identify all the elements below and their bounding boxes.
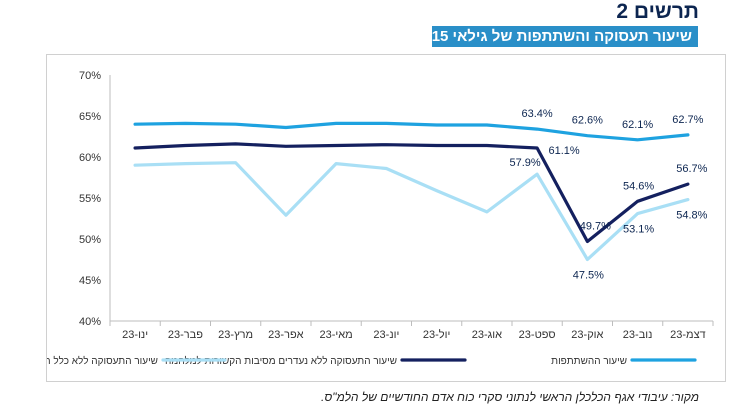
y-tick-label: 55%: [79, 193, 101, 205]
data-label: 54.8%: [676, 210, 707, 222]
chart-subtitle: שיעור תעסוקה והשתתפות של גילאי 15+: [422, 28, 692, 45]
x-tick-label: ינו-23: [122, 329, 148, 341]
x-tick-label: ספט-23: [519, 329, 556, 341]
data-label: 47.5%: [573, 270, 604, 282]
series-line-2: [133, 161, 690, 262]
line-chart: 40% 45% 50% 55% 60% 65% 70% ינו-23 פבר-23 מרץ-23 א…: [47, 70, 714, 367]
chart-frame: 40% 45% 50% 55% 60% 65% 70% ינו-23 פבר-23 מרץ-23 א…: [46, 54, 726, 382]
y-tick-label: 60%: [79, 152, 101, 164]
legend-label: שיעור התעסוקה ללא כלל הנעדרים: [47, 355, 158, 367]
data-label: 49.7%: [580, 220, 611, 232]
y-tick-label: 50%: [79, 234, 101, 246]
data-label: 61.1%: [549, 145, 580, 157]
data-label: 62.6%: [572, 115, 603, 127]
data-label: 53.1%: [623, 224, 654, 236]
x-tick-label: יול-23: [423, 328, 450, 341]
y-tick-label: 70%: [79, 70, 101, 82]
y-tick-label: 40%: [79, 316, 101, 328]
legend-label: שיעור התעסוקה ללא נעדרים מסיבות הקשורות …: [165, 355, 397, 367]
data-label: 54.6%: [623, 180, 654, 192]
data-label: 63.4%: [522, 108, 553, 120]
figure-title: תרשים 2: [616, 0, 699, 23]
data-label: 57.9%: [510, 157, 541, 169]
x-tick-label: פבר-23: [168, 329, 203, 341]
source-note: מקור: עיבודי אגף הכלכלן הראשי לנתוני סקר…: [321, 390, 699, 404]
x-tick-label: מרץ-23: [218, 329, 253, 341]
data-label: 62.7%: [672, 114, 703, 126]
y-tick-label: 45%: [79, 275, 101, 287]
series-line-1: [133, 142, 690, 244]
x-tick-label: דצמ-23: [670, 329, 706, 341]
data-label: 56.7%: [676, 163, 707, 175]
x-tick-label: אוג-23: [472, 329, 502, 341]
legend-label: שיעור ההשתתפות: [551, 356, 627, 367]
y-tick-label: 65%: [79, 111, 101, 123]
x-tick-label: אפר-23: [268, 329, 303, 341]
x-tick-label: יונ-23: [373, 329, 399, 341]
x-tick-label: נוב-23: [623, 329, 653, 341]
series-line-0: [133, 121, 690, 142]
x-tick-label: מאי-23: [320, 329, 353, 341]
x-tick-label: אוק-23: [571, 329, 603, 341]
data-label: 62.1%: [622, 119, 653, 131]
subtitle-bar: שיעור תעסוקה והשתתפות של גילאי 15+: [423, 26, 698, 47]
